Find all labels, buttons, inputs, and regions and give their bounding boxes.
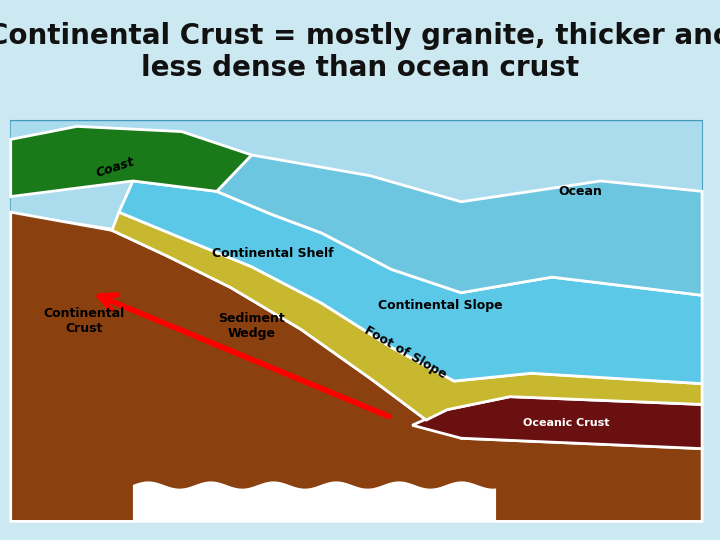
Text: Sediment
Wedge: Sediment Wedge — [218, 313, 285, 341]
Polygon shape — [133, 481, 496, 522]
Text: Continental
Crust: Continental Crust — [43, 307, 125, 335]
Text: Continental Crust = mostly granite, thicker and
less dense than ocean crust: Continental Crust = mostly granite, thic… — [0, 22, 720, 82]
Polygon shape — [11, 126, 252, 197]
Text: Continental Slope: Continental Slope — [378, 299, 503, 312]
Text: Oceanic Crust: Oceanic Crust — [523, 417, 609, 428]
Text: Coast: Coast — [94, 156, 136, 180]
Text: Foot of Slope: Foot of Slope — [362, 323, 449, 381]
Polygon shape — [413, 397, 702, 449]
Text: Ocean: Ocean — [558, 185, 602, 198]
Polygon shape — [217, 155, 702, 295]
Text: Continental Shelf: Continental Shelf — [212, 247, 333, 260]
Polygon shape — [112, 212, 702, 420]
Polygon shape — [11, 121, 702, 522]
Polygon shape — [11, 212, 702, 522]
Polygon shape — [119, 181, 702, 383]
Polygon shape — [11, 121, 702, 522]
